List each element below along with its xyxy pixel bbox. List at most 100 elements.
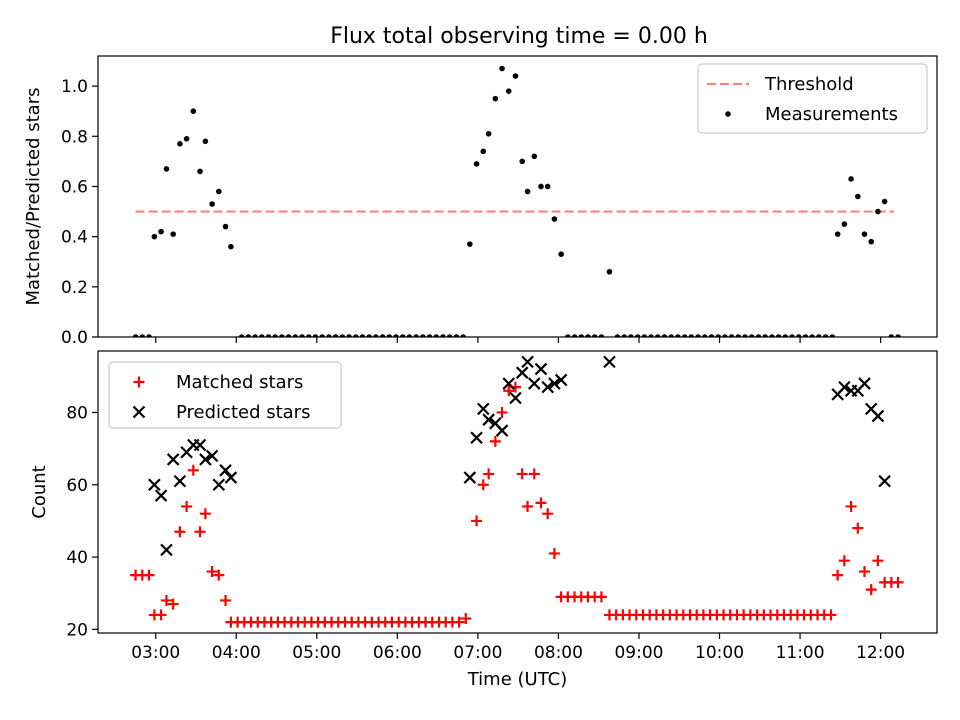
- matched-stars-point: [213, 569, 225, 581]
- measurement-point: [565, 334, 571, 337]
- legend-predicted-swatch: [132, 405, 146, 419]
- matched-stars-point: [187, 464, 199, 476]
- measurement-point: [197, 168, 203, 175]
- measurement-point: [648, 334, 654, 337]
- measurement-point: [598, 334, 605, 337]
- measurement-point: [634, 334, 641, 337]
- measurement-point: [222, 223, 229, 230]
- measurement-point: [769, 334, 775, 337]
- matched-stars-point: [496, 406, 508, 418]
- measurement-point: [531, 153, 538, 160]
- measurement-point: [748, 334, 755, 337]
- matched-stars-point: [199, 508, 211, 520]
- measurement-point: [675, 334, 681, 337]
- measurement-point: [695, 334, 701, 337]
- predicted-stars-point: [219, 464, 232, 477]
- measurement-point: [775, 334, 782, 337]
- matched-stars-point: [489, 435, 501, 447]
- measurement-point: [265, 334, 272, 337]
- matched-stars-point: [542, 508, 554, 520]
- measurement-point: [544, 183, 551, 190]
- predicted-stars-point: [148, 478, 161, 492]
- y-tick-label: 0.2: [61, 278, 88, 298]
- measurement-point: [755, 334, 762, 337]
- predicted-stars-point: [463, 471, 477, 484]
- x-tick-label: 05:00: [292, 643, 341, 663]
- predicted-stars-point: [528, 377, 541, 390]
- matched-stars-point: [872, 555, 884, 567]
- measurement-point: [312, 334, 319, 337]
- measurement-point: [446, 334, 453, 337]
- legend-label: Threshold: [764, 74, 854, 95]
- y-axis-label: Matched/Predicted stars: [23, 88, 44, 306]
- measurement-point: [641, 334, 648, 337]
- measurement-point: [190, 108, 197, 114]
- measurement-point: [209, 201, 215, 207]
- measurement-point: [722, 334, 728, 337]
- measurement-point: [473, 161, 480, 167]
- matched-stars-point: [516, 468, 528, 480]
- predicted-stars-point: [193, 438, 207, 452]
- y-tick-label: 80: [66, 403, 88, 423]
- measurement-point: [413, 334, 419, 337]
- x-tick-label: 04:00: [212, 643, 261, 663]
- measurement-point: [841, 221, 848, 227]
- measurement-point: [326, 334, 332, 337]
- measurement-point: [816, 334, 822, 337]
- x-tick-label: 07:00: [453, 643, 502, 663]
- predicted-stars-point: [502, 377, 516, 390]
- x-tick-label: 08:00: [534, 643, 583, 663]
- predicted-stars-point: [871, 409, 885, 423]
- measurement-point: [285, 334, 292, 337]
- matched-stars-point: [181, 500, 193, 512]
- predicted-stars-point: [173, 474, 187, 488]
- measurement-point: [512, 73, 519, 79]
- measurement-point: [822, 334, 829, 337]
- measurement-point: [875, 208, 881, 215]
- measurement-point: [339, 334, 346, 337]
- matched-stars-point: [859, 566, 871, 578]
- matched-stars-point: [825, 609, 837, 621]
- measurement-point: [795, 334, 802, 337]
- measurement-point: [216, 188, 222, 195]
- measurement-point: [460, 334, 466, 337]
- measurement-point: [591, 334, 598, 337]
- measurement-point: [279, 334, 285, 337]
- predicted-stars-point: [166, 453, 180, 466]
- measurement-point: [319, 334, 325, 337]
- measurement-point: [571, 334, 578, 337]
- measurement-point: [519, 158, 525, 165]
- ratio-panel: 0.0 0.2 0.4 0.6 0.8 1.0 Matched/Predicted star…: [23, 55, 938, 348]
- matched-stars-point: [453, 616, 465, 628]
- matched-stars-point: [483, 468, 495, 480]
- y-tick-label: 0.6: [61, 177, 88, 197]
- measurement-point: [551, 216, 558, 222]
- y-tick-label: 60: [66, 476, 88, 496]
- measurement-point: [668, 334, 675, 337]
- matched-stars-point: [155, 609, 167, 621]
- measurement-point: [480, 148, 487, 155]
- predicted-stars-point: [838, 380, 851, 394]
- measurement-point: [492, 95, 499, 102]
- matched-stars-point: [832, 569, 844, 581]
- measurement-point: [366, 334, 372, 337]
- matched-stars-point: [206, 566, 218, 578]
- measurement-point: [524, 188, 531, 195]
- measurement-point: [420, 334, 426, 337]
- measurement-point: [802, 334, 809, 337]
- measurement-point: [895, 334, 901, 337]
- measurement-point: [782, 334, 789, 337]
- measurement-point: [151, 233, 158, 240]
- matched-stars-point: [503, 385, 515, 397]
- y-tick-label: 0.0: [61, 328, 88, 348]
- measurement-point: [252, 334, 258, 337]
- measurement-point: [386, 334, 393, 337]
- matched-stars-point: [892, 576, 904, 588]
- axes-frame: [97, 350, 938, 634]
- y-tick-label: 0.4: [61, 228, 88, 248]
- measurement-point: [829, 334, 836, 337]
- matched-stars-point: [477, 479, 489, 491]
- matched-stars-point: [167, 598, 179, 610]
- predicted-stars-point: [515, 366, 529, 379]
